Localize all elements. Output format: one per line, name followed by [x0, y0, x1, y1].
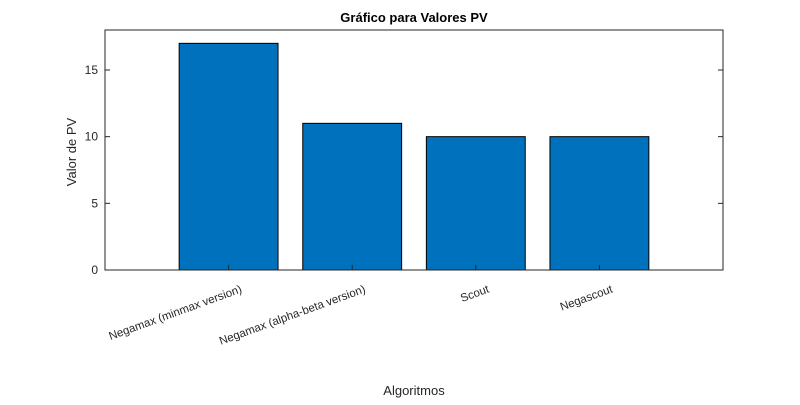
y-tick-label: 10 — [85, 130, 99, 144]
bar-3 — [425, 136, 526, 271]
y-tick-label: 0 — [91, 263, 98, 277]
y-axis-label: Valor de PV — [64, 117, 79, 186]
bar-1 — [178, 42, 279, 271]
x-category-labels: Negamax (minmax version)Negamax (alpha-b… — [107, 265, 615, 348]
y-ticks-layer: 0 5 10 15 — [85, 63, 723, 277]
y-tick-label: 5 — [91, 196, 98, 210]
x-axis-label: Algoritmos — [383, 383, 445, 398]
y-tick-label: 15 — [85, 63, 99, 77]
bar-2 — [302, 122, 403, 271]
bar-4 — [549, 136, 650, 271]
x-category-label: Negascout — [559, 283, 616, 313]
chart-title: Gráfico para Valores PV — [340, 10, 488, 25]
bars-layer — [178, 42, 650, 271]
x-category-label: Scout — [459, 283, 491, 305]
plot-area-frame — [104, 29, 724, 271]
